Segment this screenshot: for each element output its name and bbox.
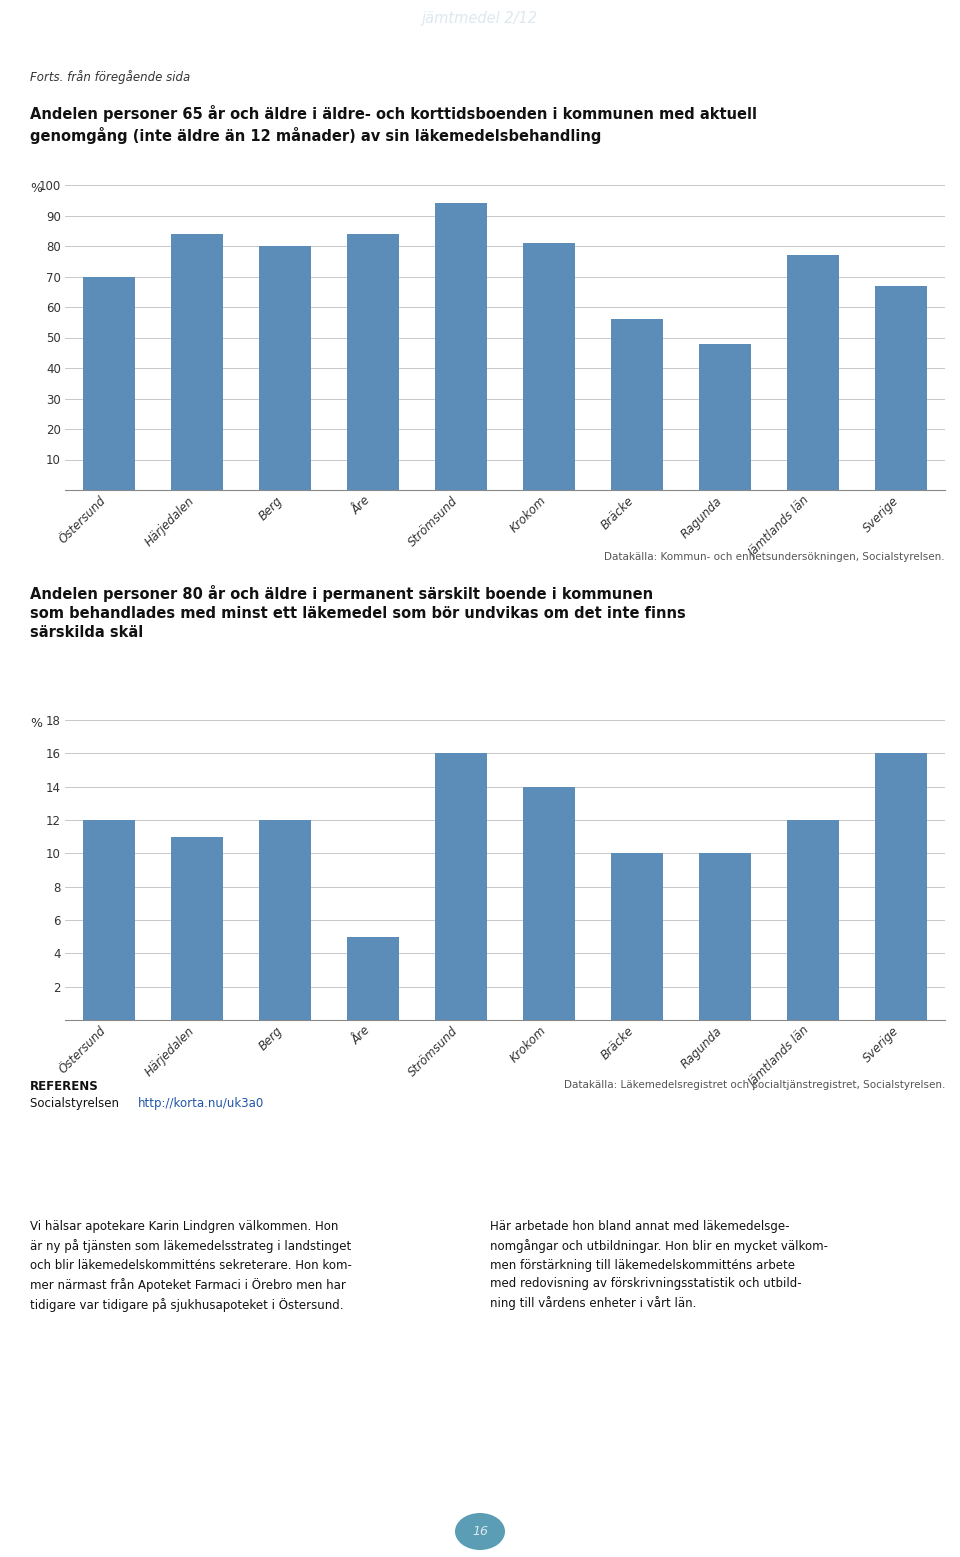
Text: Socialstyrelsen: Socialstyrelsen: [30, 1098, 123, 1110]
Text: REFERENS: REFERENS: [30, 1081, 99, 1093]
Bar: [611, 853, 663, 1020]
Bar: [435, 754, 488, 1020]
Text: Datakälla: Kommun- och enhetsundersökningen, Socialstyrelsen.: Datakälla: Kommun- och enhetsundersöknin…: [605, 553, 945, 562]
Bar: [347, 937, 399, 1020]
Bar: [171, 234, 224, 490]
Text: Ny sekreterare i läkemedelskommittén: Ny sekreterare i läkemedelskommittén: [251, 1168, 709, 1190]
Bar: [258, 246, 311, 490]
Bar: [83, 821, 135, 1020]
Text: Vi hälsar apotekare Karin Lindgren välkommen. Hon
är ny på tjänsten som läkemede: Vi hälsar apotekare Karin Lindgren välko…: [30, 1221, 352, 1311]
Text: jämtmedel 2/12: jämtmedel 2/12: [422, 11, 538, 26]
Bar: [786, 821, 839, 1020]
Bar: [258, 821, 311, 1020]
Bar: [171, 836, 224, 1020]
Bar: [347, 234, 399, 490]
Text: 16: 16: [472, 1524, 488, 1538]
Bar: [875, 754, 927, 1020]
Bar: [699, 344, 752, 490]
Bar: [522, 243, 575, 490]
Bar: [522, 786, 575, 1020]
Bar: [786, 255, 839, 490]
Bar: [435, 204, 488, 490]
Text: Datakälla: Läkemedelsregistret och socialtjänstregistret, Socialstyrelsen.: Datakälla: Läkemedelsregistret och socia…: [564, 1081, 945, 1090]
Text: Forts. från föregående sida: Forts. från föregående sida: [30, 70, 190, 84]
Bar: [611, 319, 663, 490]
Bar: [699, 853, 752, 1020]
Text: %: %: [30, 182, 42, 195]
Text: http://korta.nu/uk3a0: http://korta.nu/uk3a0: [137, 1098, 264, 1110]
Text: Andelen personer 65 år och äldre i äldre- och korttidsboenden i kommunen med akt: Andelen personer 65 år och äldre i äldre…: [30, 104, 757, 143]
Text: Andelen personer 80 år och äldre i permanent särskilt boende i kommunen
som beha: Andelen personer 80 år och äldre i perma…: [30, 585, 685, 640]
Bar: [83, 277, 135, 490]
Text: Här arbetade hon bland annat med läkemedelsge-
nomgångar och utbildningar. Hon b: Här arbetade hon bland annat med läkemed…: [490, 1221, 828, 1309]
Text: %: %: [30, 718, 42, 730]
Ellipse shape: [455, 1513, 505, 1551]
Bar: [875, 285, 927, 490]
